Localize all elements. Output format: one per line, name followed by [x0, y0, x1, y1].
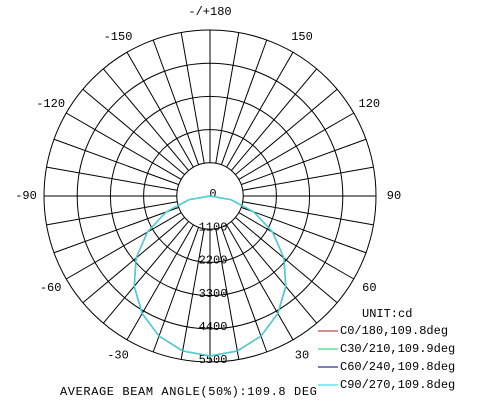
angle-tick-label: -120 [36, 97, 65, 111]
r-tick-label: 4400 [199, 320, 228, 334]
angle-tick-label: 150 [291, 30, 313, 44]
radial-line [126, 224, 194, 341]
r-tick-label: 2200 [199, 254, 228, 268]
radial-line [180, 32, 205, 164]
radial-line [215, 228, 240, 360]
legend-label: C90/270,109.8deg [340, 378, 455, 392]
radial-line [235, 216, 338, 304]
legend-label: C60/240,109.8deg [340, 360, 455, 374]
angle-tick-label: -30 [107, 349, 129, 363]
radial-line [65, 212, 182, 280]
radial-line [180, 228, 205, 360]
radial-line [53, 138, 179, 186]
angle-tick-label: 90 [387, 189, 401, 203]
radial-line [230, 221, 318, 324]
radial-line [102, 221, 190, 324]
radial-line [220, 39, 268, 165]
radial-line [46, 166, 178, 191]
r-tick-label: 5500 [199, 353, 228, 367]
radial-line [46, 201, 178, 226]
angle-tick-label: 120 [359, 97, 381, 111]
radial-line [235, 88, 338, 176]
radial-line [126, 51, 194, 168]
radial-line [242, 201, 374, 226]
r-tick-label: 1100 [199, 220, 228, 234]
radial-line [220, 227, 268, 353]
radial-line [102, 68, 190, 171]
radial-line [238, 212, 355, 280]
radial-line [215, 32, 240, 164]
angle-tick-label: -60 [40, 281, 62, 295]
radial-line [65, 112, 182, 180]
angle-tick-label: -150 [104, 30, 133, 44]
radial-line [152, 227, 200, 353]
radial-line [152, 39, 200, 165]
curve [133, 195, 287, 357]
radial-line [230, 68, 318, 171]
angle-tick-label: 60 [362, 281, 376, 295]
radial-line [241, 206, 367, 254]
angle-tick-label: -90 [15, 189, 37, 203]
radial-line [82, 88, 185, 176]
radial-line [226, 51, 294, 168]
footer: AVERAGE BEAM ANGLE(50%):109.8 DEG [60, 385, 317, 399]
legend-label: C0/180,109.8deg [340, 324, 448, 338]
r-tick-label: 0 [209, 187, 216, 201]
r-tick-label: 3300 [199, 287, 228, 301]
radial-line [53, 206, 179, 254]
grid [43, 29, 377, 363]
radial-line [226, 224, 294, 341]
radial-line [242, 166, 374, 191]
radial-line [241, 138, 367, 186]
radial-line [82, 216, 185, 304]
legend-label: C30/210,109.9deg [340, 342, 455, 356]
angle-tick-label: -/+180 [188, 5, 231, 19]
angle-tick-label: 30 [295, 349, 309, 363]
unit-label: UNIT:cd [362, 307, 412, 321]
radial-line [238, 112, 355, 180]
